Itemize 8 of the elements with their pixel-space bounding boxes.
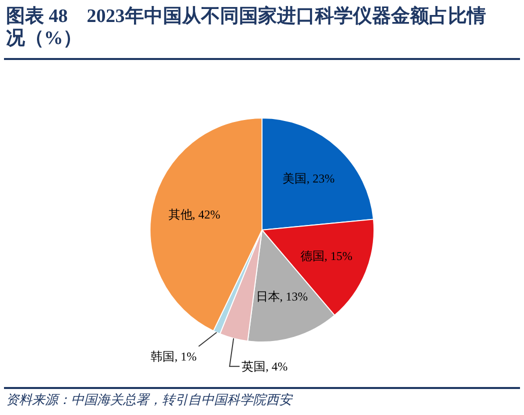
slice-label: 韩国, 1% [150,349,197,364]
slice-label: 日本, 13% [256,290,308,304]
slice-label: 英国, 4% [242,359,288,374]
text: 资料来源：中国海关总署，转引自中国科学院西安 [6,391,292,409]
slice-label: 其他, 42% [168,208,220,222]
slice-label: 德国, 15% [300,249,352,264]
chart-title: 图表 48 2023年中国从不同国家进口科学仪器金额占比情况（%） [6,6,487,50]
slice-label: 美国, 23% [282,172,335,186]
